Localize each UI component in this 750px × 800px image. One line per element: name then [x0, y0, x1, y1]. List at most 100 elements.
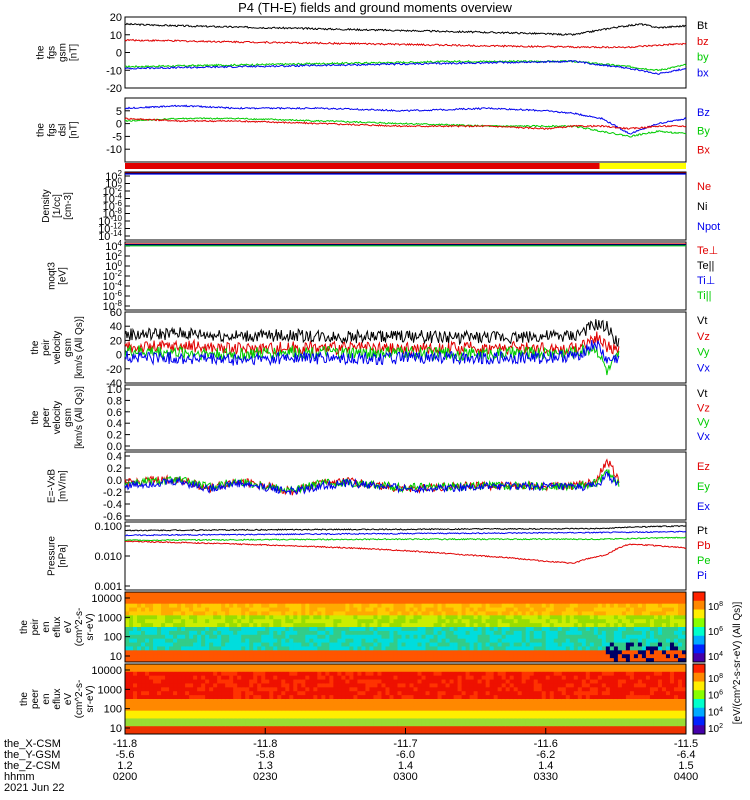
heatmap-cell	[593, 638, 599, 644]
heatmap-cell	[457, 730, 463, 735]
heatmap-cell	[201, 654, 206, 659]
heatmap-cell	[461, 718, 467, 723]
heatmap-cell	[177, 730, 182, 735]
heatmap-cell	[609, 687, 615, 692]
heatmap-cell	[173, 611, 178, 616]
heatmap-cell	[237, 730, 242, 735]
heatmap-cell	[553, 702, 559, 708]
panel-frame	[124, 311, 687, 384]
y-tick-label: 10-2	[103, 269, 123, 283]
heatmap-cell	[449, 611, 455, 616]
heatmap-cell	[145, 675, 150, 681]
heatmap-cell	[353, 706, 358, 712]
heatmap-cell	[501, 722, 507, 727]
heatmap-cell	[405, 675, 411, 681]
heatmap-cell	[561, 702, 567, 708]
heatmap-cell	[425, 623, 431, 628]
heatmap-cell	[533, 671, 539, 677]
legend-Vz: Vz	[697, 331, 710, 343]
heatmap-cell	[257, 658, 262, 663]
heatmap-cell	[381, 664, 386, 669]
y-tick-label: 10-6	[103, 199, 123, 213]
heatmap-cell	[553, 642, 559, 647]
heatmap-cell	[305, 679, 310, 684]
heatmap-cell	[581, 664, 587, 669]
heatmap-cell	[285, 658, 290, 663]
heatmap-cell	[125, 664, 130, 669]
heatmap-cell	[545, 658, 551, 663]
heatmap-cell	[429, 671, 435, 677]
heatmap-cell	[177, 691, 182, 696]
heatmap-cell	[633, 595, 639, 601]
heatmap-cell	[409, 667, 415, 673]
heatmap-cell	[609, 619, 615, 624]
y-axis-label: dsl	[58, 124, 69, 137]
heatmap-cell	[297, 599, 302, 605]
heatmap-cell	[577, 650, 583, 655]
heatmap-cell	[453, 706, 459, 712]
heatmap-cell	[405, 679, 411, 684]
heatmap-cell	[521, 722, 527, 727]
heatmap-cell	[317, 730, 322, 735]
heatmap-cell	[549, 706, 555, 712]
heatmap-cell	[493, 595, 499, 601]
heatmap-cell	[185, 710, 190, 716]
heatmap-cell	[257, 706, 262, 712]
y-tick-label: 0.2	[107, 463, 122, 475]
heatmap-cell	[569, 702, 575, 708]
heatmap-cell	[501, 671, 507, 677]
heatmap-cell	[189, 687, 194, 692]
heatmap-cell	[385, 730, 390, 735]
heatmap-cell	[229, 722, 234, 727]
heatmap-cell	[125, 592, 130, 597]
heatmap-cell	[205, 607, 210, 612]
heatmap-cell	[481, 619, 487, 624]
heatmap-cell	[645, 630, 651, 636]
heatmap-cell	[245, 699, 250, 704]
heatmap-cell	[173, 687, 178, 692]
heatmap-cell	[245, 638, 250, 644]
heatmap-cell	[561, 646, 567, 651]
heatmap-cell	[501, 638, 507, 644]
heatmap-cell	[281, 699, 286, 704]
heatmap-cell	[601, 667, 607, 673]
heatmap-cell	[329, 675, 334, 681]
heatmap-cell	[249, 638, 254, 644]
heatmap-cell	[189, 650, 194, 655]
heatmap-cell	[541, 722, 547, 727]
heatmap-cell	[165, 695, 170, 700]
heatmap-cell	[481, 687, 487, 692]
heatmap-cell	[209, 730, 214, 735]
heatmap-cell	[437, 592, 443, 597]
heatmap-cell	[365, 634, 370, 640]
heatmap-cell	[529, 706, 535, 712]
heatmap-cell	[485, 683, 491, 688]
heatmap-cell	[473, 683, 479, 688]
heatmap-cell	[265, 607, 270, 612]
heatmap-cell	[629, 650, 635, 655]
heatmap-cell	[673, 634, 679, 640]
heatmap-cell	[597, 646, 603, 651]
heatmap-cell	[617, 702, 623, 708]
heatmap-cell	[145, 650, 150, 655]
heatmap-cell	[537, 627, 543, 632]
heatmap-cell	[129, 702, 134, 708]
heatmap-cell	[585, 679, 591, 684]
heatmap-cell	[145, 726, 150, 731]
heatmap-cell	[173, 654, 178, 659]
heatmap-cell	[525, 658, 531, 663]
heatmap-cell	[661, 595, 667, 601]
panel-2	[125, 163, 686, 169]
heatmap-cell	[129, 699, 134, 704]
heatmap-cell	[153, 687, 158, 692]
heatmap-cell	[169, 664, 174, 669]
heatmap-cell	[181, 730, 186, 735]
heatmap-cell	[357, 687, 362, 692]
heatmap-cell	[313, 595, 318, 601]
heatmap-cell	[201, 646, 206, 651]
heatmap-cell	[529, 630, 535, 636]
heatmap-cell	[125, 714, 130, 719]
heatmap-cell	[617, 667, 623, 673]
heatmap-cell	[477, 592, 483, 597]
heatmap-cell	[377, 691, 382, 696]
